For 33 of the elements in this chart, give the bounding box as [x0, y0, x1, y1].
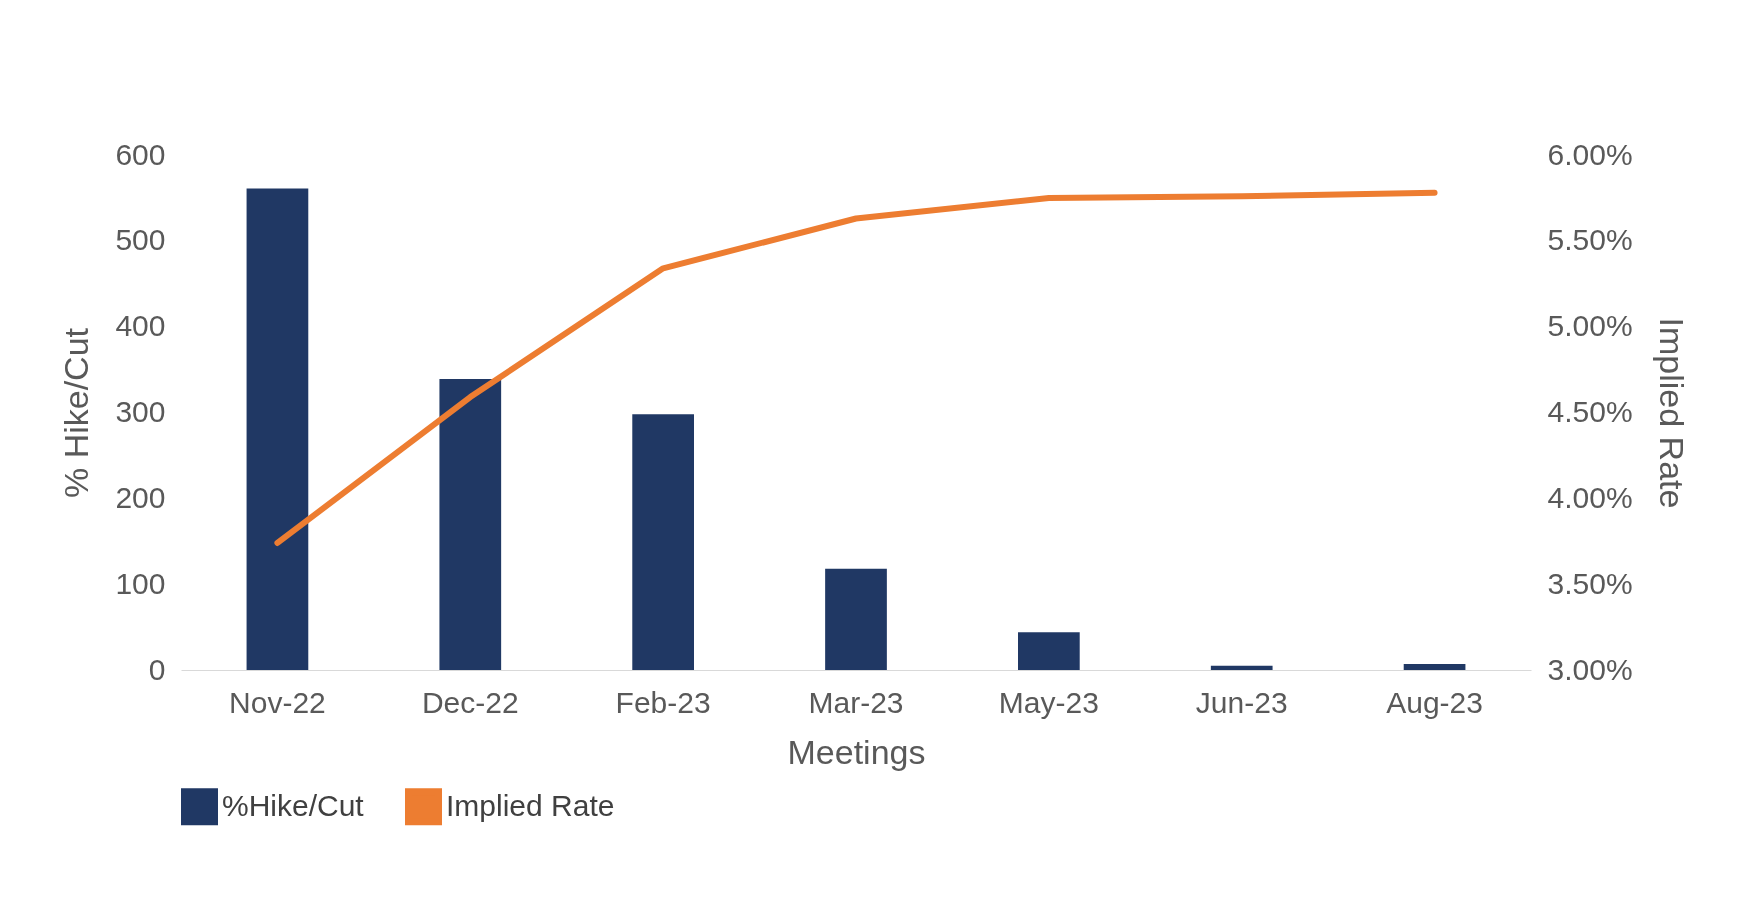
x-tick-label: Nov-22 [229, 685, 326, 719]
bar [1210, 665, 1273, 670]
x-tick-label: Mar-23 [808, 685, 904, 719]
bar [1018, 632, 1080, 670]
x-tick-label: May-23 [998, 685, 1099, 719]
legend-label: Implied Rate [446, 788, 615, 822]
bar [1403, 663, 1466, 670]
bar [439, 379, 502, 670]
x-tick-label: Feb-23 [615, 685, 711, 719]
y2-tick-label: 4.50% [1547, 395, 1633, 428]
x-tick-label: Dec-22 [421, 685, 519, 719]
x-axis-title: Meetings [787, 732, 926, 771]
legend-label: %Hike/Cut [222, 788, 365, 822]
x-tick-label: Aug-23 [1386, 685, 1483, 719]
y-tick-label: 300 [115, 395, 166, 428]
y-axis-title: % Hike/Cut [57, 327, 96, 499]
y-tick-label: 0 [148, 652, 166, 686]
bar [246, 188, 309, 670]
y-tick-label: 100 [115, 566, 166, 600]
bar [632, 414, 694, 670]
y2-tick-label: 6.00% [1547, 137, 1633, 171]
y2-tick-label: 5.50% [1547, 223, 1633, 257]
y-tick-label: 600 [115, 137, 166, 171]
y2-tick-label: 5.00% [1547, 309, 1633, 343]
y-tick-label: 400 [115, 309, 166, 343]
x-tick-label: Jun-23 [1195, 685, 1288, 719]
bar [825, 568, 887, 670]
y-tick-label: 200 [115, 480, 166, 514]
y2-tick-label: 3.00% [1547, 652, 1633, 686]
y2-tick-label: 4.00% [1547, 480, 1633, 514]
y2-tick-label: 3.50% [1547, 566, 1633, 600]
y2-axis-title: Implied Rate [1652, 317, 1691, 509]
y-tick-label: 500 [115, 223, 166, 257]
